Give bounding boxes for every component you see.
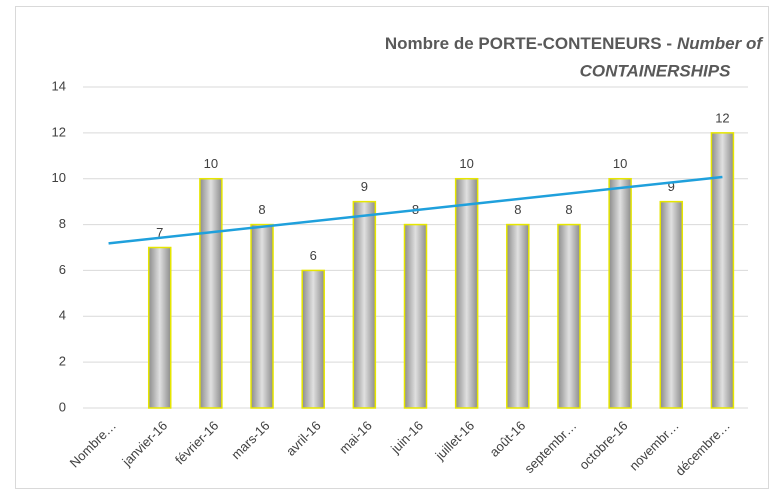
bar xyxy=(557,223,581,409)
bar xyxy=(147,246,172,409)
bar xyxy=(710,132,735,409)
data-label: 12 xyxy=(715,110,729,125)
data-label: 10 xyxy=(204,156,218,171)
data-label: 9 xyxy=(361,179,368,194)
bar xyxy=(199,177,223,409)
y-tick-label: 6 xyxy=(59,262,66,277)
bar xyxy=(250,223,274,409)
bar xyxy=(454,177,479,409)
y-tick-label: 4 xyxy=(59,308,66,323)
data-label: 7 xyxy=(156,225,163,240)
data-label: 8 xyxy=(514,202,521,217)
y-tick-label: 14 xyxy=(52,78,66,93)
data-label: 8 xyxy=(258,202,265,217)
y-tick-label: 0 xyxy=(59,399,66,414)
title-fr: Nombre de PORTE-CONTENEURS - xyxy=(385,34,672,53)
y-tick-label: 10 xyxy=(52,170,66,185)
bar xyxy=(301,269,325,409)
data-label: 10 xyxy=(459,156,473,171)
y-tick-label: 12 xyxy=(52,124,66,139)
data-label: 6 xyxy=(310,248,317,263)
bar xyxy=(403,223,428,409)
bar xyxy=(659,200,684,409)
title-en: CONTAINERSHIPS xyxy=(580,61,731,80)
data-label: 8 xyxy=(565,202,572,217)
data-label: 9 xyxy=(668,179,675,194)
title-en: Number of xyxy=(677,34,764,53)
data-label: 10 xyxy=(613,156,627,171)
bar xyxy=(506,223,530,409)
chart-title: Nombre de PORTE-CONTENEURS - Number of xyxy=(385,34,764,53)
y-tick-label: 2 xyxy=(59,354,66,369)
bar xyxy=(608,177,632,409)
bar xyxy=(352,200,377,409)
trendline xyxy=(108,175,723,245)
y-tick-label: 8 xyxy=(59,216,66,231)
